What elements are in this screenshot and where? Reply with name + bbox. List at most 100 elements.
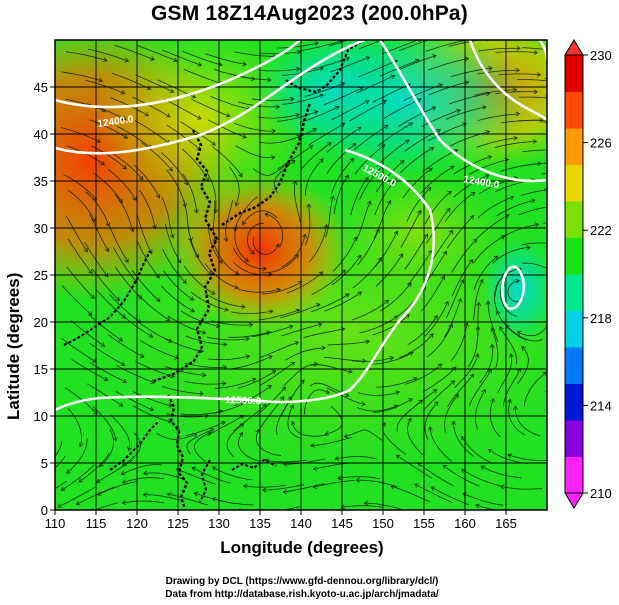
streamline-arrow: [152, 224, 157, 230]
streamline: [265, 459, 307, 463]
streamline-arrow: [327, 142, 332, 147]
streamline-arrow: [426, 186, 432, 192]
streamline: [396, 454, 432, 479]
streamline: [491, 327, 499, 370]
streamline: [422, 366, 457, 393]
streamline: [299, 142, 332, 172]
streamline: [71, 358, 108, 381]
y-tick-label: 35: [34, 174, 48, 189]
streamline-arrow: [113, 436, 118, 442]
streamline-arrow: [461, 435, 466, 441]
streamline-arrow: [165, 113, 171, 118]
streamline-arrow: [234, 284, 239, 290]
streamline: [313, 480, 355, 488]
streamline: [308, 224, 328, 263]
streamline-arrow: [488, 66, 493, 71]
streamline: [520, 189, 547, 196]
streamline-arrow: [343, 433, 349, 439]
streamline-arrow: [319, 93, 324, 99]
streamline: [132, 405, 172, 423]
streamline: [304, 204, 311, 246]
streamline: [162, 248, 187, 284]
streamline-arrow: [148, 333, 154, 338]
map-title: GSM 18Z14Aug2023 (200.0hPa): [150, 2, 469, 25]
streamline: [189, 238, 212, 275]
streamline: [469, 369, 492, 406]
streamline-arrow: [464, 80, 470, 85]
streamline: [89, 361, 127, 383]
streamline-arrow: [377, 257, 382, 262]
streamline: [310, 437, 353, 447]
streamline: [427, 123, 467, 142]
streamline: [67, 238, 93, 274]
streamline: [214, 378, 256, 389]
streamline: [292, 421, 328, 437]
streamline: [259, 341, 299, 359]
streamline: [89, 314, 123, 342]
streamline-arrow: [423, 233, 428, 239]
streamline-arrow: [482, 105, 487, 110]
streamline-arrow: [306, 203, 312, 208]
streamline: [444, 394, 459, 433]
streamline-arrow: [150, 379, 156, 384]
streamline-arrow: [438, 83, 444, 88]
streamline-arrow: [375, 228, 380, 234]
streamline-arrow: [149, 406, 155, 412]
streamline-arrow: [120, 361, 126, 366]
streamline-arrow: [408, 398, 413, 403]
streamline: [304, 82, 345, 97]
streamline: [474, 89, 517, 96]
streamline-arrow: [242, 134, 247, 139]
streamline-arrow: [437, 363, 443, 368]
streamline-arrow: [453, 149, 459, 154]
streamline-arrow: [417, 209, 422, 215]
streamline-arrow: [312, 128, 318, 133]
streamline: [407, 418, 423, 455]
streamline: [446, 215, 474, 249]
streamline: [461, 436, 493, 464]
streamline: [65, 51, 108, 61]
streamline-arrow: [281, 386, 287, 392]
streamline-arrow: [196, 115, 202, 120]
x-axis-label: Longitude (degrees): [220, 538, 384, 557]
streamline: [89, 213, 109, 252]
streamline: [494, 272, 507, 312]
streamline-arrow: [448, 323, 454, 329]
streamline: [447, 373, 475, 408]
streamline: [165, 223, 182, 264]
streamline-arrow: [408, 122, 414, 127]
streamline: [251, 98, 294, 102]
streamline-arrow: [392, 178, 397, 184]
streamline-arrow: [191, 94, 197, 99]
streamline: [234, 122, 276, 132]
streamline: [406, 187, 432, 222]
streamline-arrow: [174, 355, 180, 360]
streamline-arrow: [496, 310, 501, 316]
streamline-arrow: [224, 307, 229, 312]
streamline-arrow: [130, 227, 135, 233]
colorbar-segment: [565, 201, 583, 238]
streamline-arrow: [555, 80, 559, 84]
streamline: [213, 241, 239, 275]
streamline: [331, 158, 355, 194]
streamline-arrow: [507, 398, 512, 404]
streamline: [280, 303, 321, 319]
streamline: [310, 364, 353, 373]
streamline-arrow: [489, 343, 495, 349]
streamline-arrow: [30, 498, 34, 502]
streamline-arrow: [365, 339, 371, 345]
colorbar-max-arrow: [564, 39, 584, 56]
streamline: [180, 410, 223, 416]
streamline: [424, 301, 449, 337]
streamline: [226, 423, 244, 457]
streamline-arrow: [209, 428, 215, 433]
streamline: [110, 152, 144, 181]
streamline-arrow: [211, 496, 217, 502]
streamline-arrow: [448, 229, 454, 235]
streamline: [517, 324, 547, 337]
streamline: [429, 426, 452, 462]
streamline: [421, 109, 461, 128]
streamline: [480, 465, 522, 479]
streamline: [376, 139, 410, 168]
streamline: [140, 340, 179, 359]
